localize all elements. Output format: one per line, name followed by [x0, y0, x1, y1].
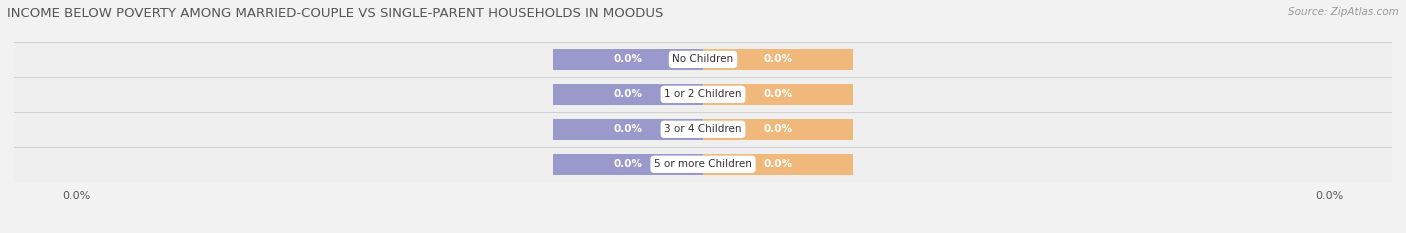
Bar	[703, 154, 853, 175]
Text: 0.0%: 0.0%	[613, 89, 643, 99]
Text: 0.0%: 0.0%	[763, 89, 793, 99]
Text: 0.0%: 0.0%	[613, 124, 643, 134]
Text: No Children: No Children	[672, 55, 734, 64]
Bar	[703, 119, 853, 140]
Bar	[553, 119, 703, 140]
Text: INCOME BELOW POVERTY AMONG MARRIED-COUPLE VS SINGLE-PARENT HOUSEHOLDS IN MOODUS: INCOME BELOW POVERTY AMONG MARRIED-COUPL…	[7, 7, 664, 20]
Bar	[14, 112, 1392, 147]
Bar	[14, 42, 1392, 77]
Bar	[703, 84, 853, 105]
Text: 5 or more Children: 5 or more Children	[654, 159, 752, 169]
Text: 0.0%: 0.0%	[763, 159, 793, 169]
Text: Source: ZipAtlas.com: Source: ZipAtlas.com	[1288, 7, 1399, 17]
Text: 0.0%: 0.0%	[613, 159, 643, 169]
Text: 0.0%: 0.0%	[763, 124, 793, 134]
Bar	[703, 49, 853, 70]
Text: 3 or 4 Children: 3 or 4 Children	[664, 124, 742, 134]
Bar	[553, 49, 703, 70]
Bar	[553, 84, 703, 105]
Text: 0.0%: 0.0%	[763, 55, 793, 64]
Text: 0.0%: 0.0%	[613, 55, 643, 64]
Bar	[553, 154, 703, 175]
Bar	[14, 77, 1392, 112]
Bar	[14, 147, 1392, 182]
Text: 1 or 2 Children: 1 or 2 Children	[664, 89, 742, 99]
